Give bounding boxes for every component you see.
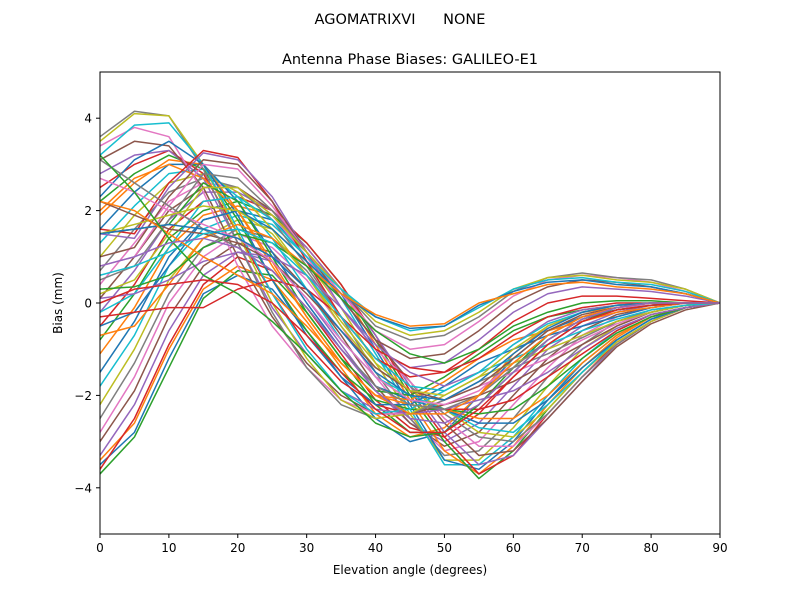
- series-line-54: [99, 279, 720, 434]
- y-axis-label: Bias (mm): [51, 272, 65, 334]
- y-tick-label: −4: [74, 481, 92, 495]
- series-line-44: [99, 279, 720, 374]
- series-line-55: [99, 237, 720, 424]
- y-tick-label: 2: [84, 204, 92, 218]
- series-line-41: [99, 209, 721, 330]
- series-line-39: [99, 186, 721, 337]
- x-tick-label: 40: [368, 541, 383, 555]
- x-tick-label: 90: [712, 541, 727, 555]
- plot-frame: [99, 71, 721, 535]
- y-tick-label: −2: [74, 389, 92, 403]
- series-layer: [99, 110, 721, 480]
- x-tick-label: 60: [506, 541, 521, 555]
- figure-suptitle: AGOMATRIXVI NONE: [315, 12, 486, 28]
- series-line-6: [99, 242, 720, 447]
- x-tick-label: 30: [299, 541, 314, 555]
- x-tick-label: 70: [575, 541, 590, 555]
- series-line-34: [99, 149, 721, 378]
- x-tick-label: 80: [643, 541, 658, 555]
- x-tick-label: 50: [437, 541, 452, 555]
- x-tick-label: 20: [230, 541, 245, 555]
- y-tick-label: 4: [84, 112, 92, 126]
- series-line-51: [99, 223, 720, 401]
- y-tick-label: 0: [84, 297, 92, 311]
- series-line-40: [99, 195, 721, 332]
- series-line-38: [99, 172, 721, 341]
- tick-layer: 0 10 20 30 40 50 60 70 80 90 −4 −2 0 2 4: [74, 112, 727, 555]
- x-tick-label: 0: [96, 541, 104, 555]
- x-tick-label: 10: [161, 541, 176, 555]
- x-axis-label: Elevation angle (degrees): [333, 563, 487, 577]
- chart-title: Antenna Phase Biases: GALILEO-E1: [282, 52, 538, 68]
- series-line-43: [99, 232, 720, 364]
